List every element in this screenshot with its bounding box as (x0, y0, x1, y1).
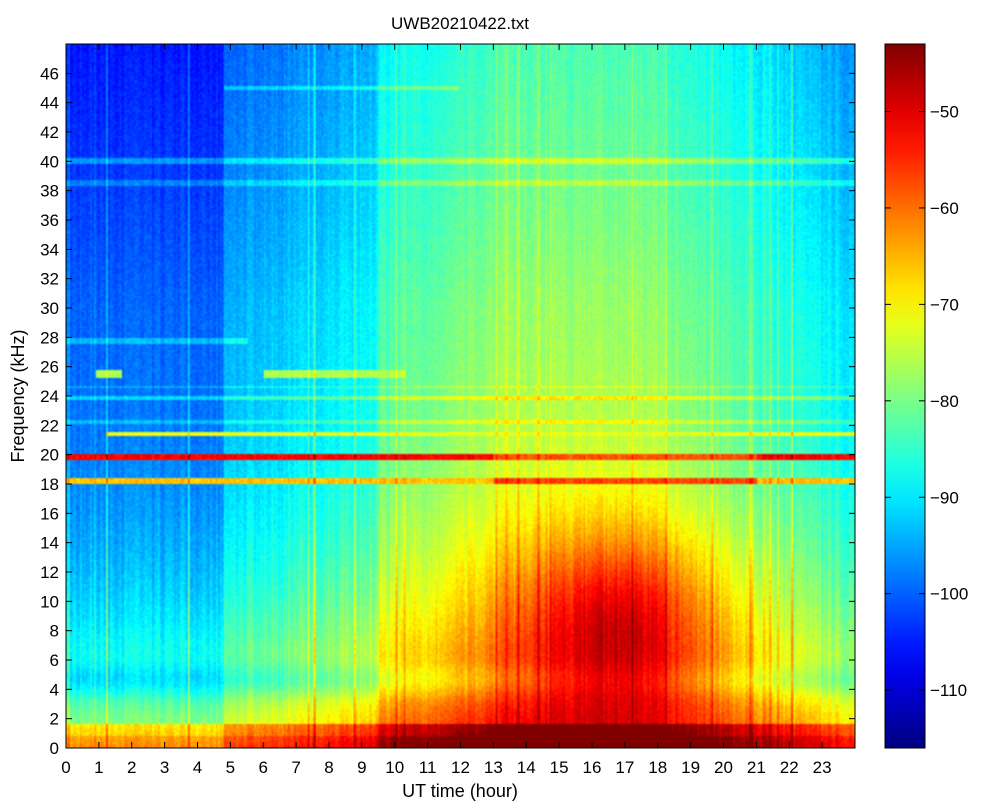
x-tick-label: 1 (94, 758, 103, 777)
x-tick-label: 14 (517, 758, 536, 777)
y-tick-label: 28 (40, 328, 59, 347)
x-tick-label: 4 (193, 758, 202, 777)
x-tick-label: 19 (681, 758, 700, 777)
y-tick-label: 18 (40, 475, 59, 494)
x-tick-label: 2 (127, 758, 136, 777)
x-tick-label: 5 (226, 758, 235, 777)
colorbar-ticks: −50 −60 −70 −80 −90 −100 −110 (885, 103, 968, 700)
x-tick-label: 6 (259, 758, 268, 777)
heatmap-image (66, 44, 855, 748)
colorbar-tick-label: −90 (930, 488, 959, 507)
x-tick-label: 9 (357, 758, 366, 777)
x-tick-label: 20 (714, 758, 733, 777)
colorbar-tick-label: −70 (930, 295, 959, 314)
colorbar-tick-label: −80 (930, 392, 959, 411)
x-tick-label: 0 (61, 758, 70, 777)
y-tick-label: 8 (50, 622, 59, 641)
x-tick-label: 15 (550, 758, 569, 777)
x-tick-label: 18 (648, 758, 667, 777)
x-tick-label: 22 (780, 758, 799, 777)
y-tick-label: 34 (40, 240, 59, 259)
x-axis-label: UT time (hour) (402, 781, 518, 801)
colorbar (884, 43, 926, 749)
x-tick-label: 7 (291, 758, 300, 777)
y-tick-label: 6 (50, 651, 59, 670)
y-axis: 0246810121416182022242628303234363840424… (40, 64, 855, 758)
y-tick-label: 10 (40, 592, 59, 611)
y-tick-label: 24 (40, 387, 59, 406)
y-tick-label: 30 (40, 299, 59, 318)
chart-title: UWB20210422.txt (391, 14, 529, 33)
y-axis-label: Frequency (kHz) (8, 329, 28, 462)
y-tick-label: 0 (50, 739, 59, 758)
x-tick-label: 23 (813, 758, 832, 777)
x-tick-label: 11 (419, 758, 437, 777)
x-tick-label: 8 (324, 758, 333, 777)
x-tick-label: 10 (385, 758, 404, 777)
y-tick-label: 44 (40, 94, 59, 113)
y-tick-label: 14 (40, 534, 59, 553)
x-tick-label: 12 (451, 758, 470, 777)
y-tick-label: 36 (40, 211, 59, 230)
y-tick-label: 22 (40, 416, 59, 435)
y-tick-label: 12 (40, 563, 59, 582)
y-tick-label: 42 (40, 123, 59, 142)
y-tick-label: 26 (40, 358, 59, 377)
y-tick-label: 40 (40, 152, 59, 171)
colorbar-tick-label: −60 (930, 199, 959, 218)
y-tick-label: 46 (40, 64, 59, 83)
x-tick-label: 21 (747, 758, 766, 777)
y-tick-label: 16 (40, 504, 59, 523)
x-tick-label: 3 (160, 758, 169, 777)
y-tick-label: 4 (50, 680, 59, 699)
colorbar-tick-label: −50 (930, 103, 959, 122)
colorbar-tick-label: −100 (930, 585, 968, 604)
y-tick-label: 38 (40, 182, 59, 201)
spectrogram-heatmap (66, 44, 855, 748)
x-axis: 0 1 2 3 4 5 6 7 8 9 10 11 12 13 14 15 16 17 18 19 20 21 22 23 (61, 44, 832, 777)
y-tick-label: 32 (40, 270, 59, 289)
y-tick-label: 20 (40, 446, 59, 465)
y-tick-label: 2 (50, 710, 59, 729)
x-tick-label: 13 (484, 758, 503, 777)
colorbar-tick-label: −110 (930, 681, 967, 700)
x-tick-label: 16 (583, 758, 602, 777)
x-tick-label: 17 (615, 758, 634, 777)
